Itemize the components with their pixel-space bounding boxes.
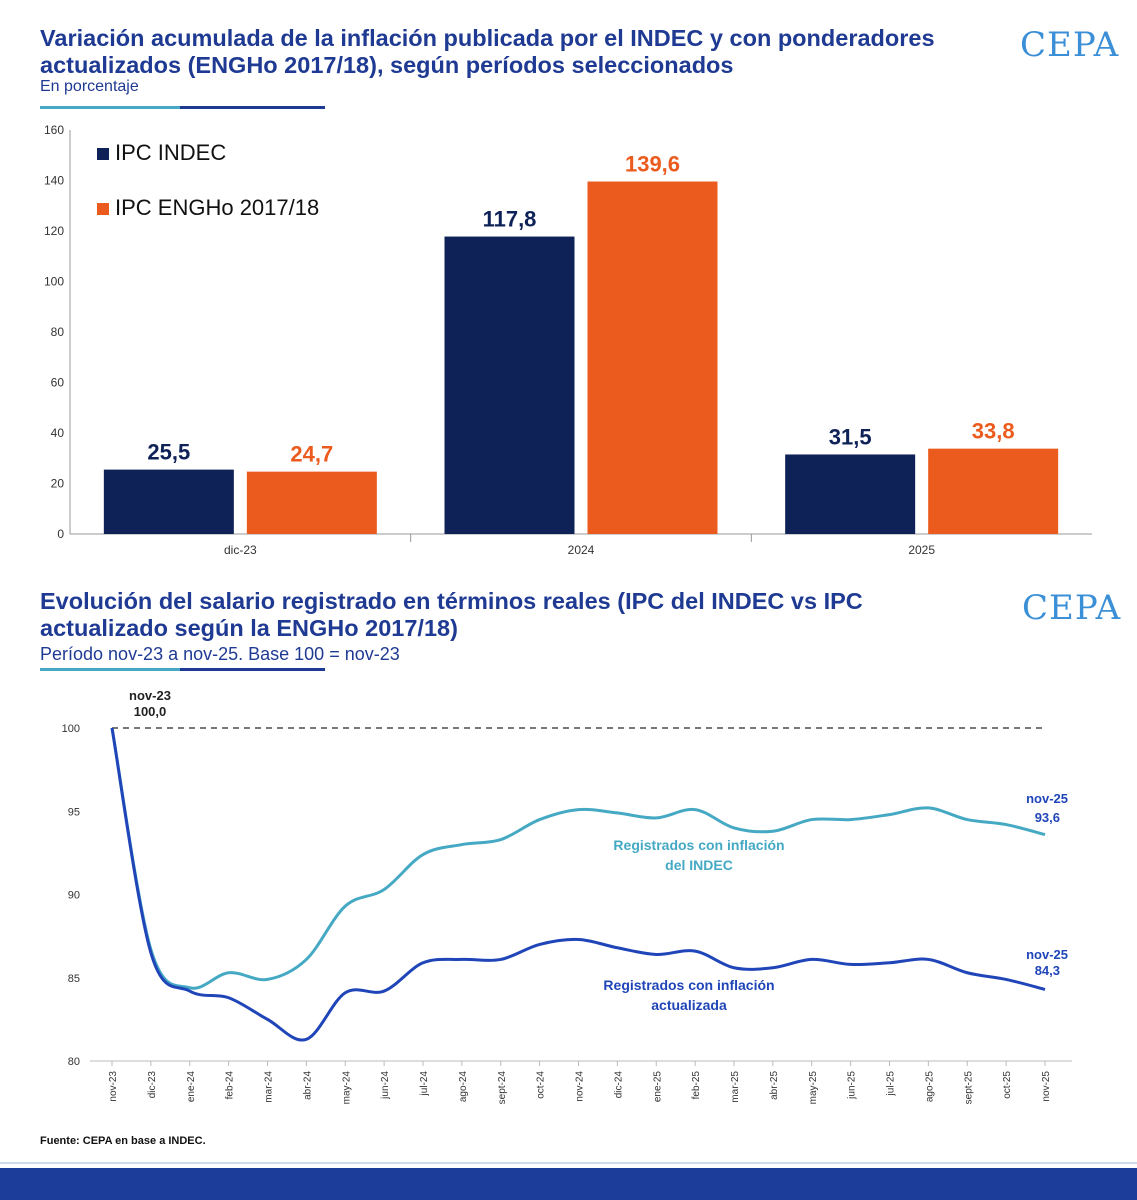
- chart-1-subtitle: En porcentaje: [40, 78, 139, 95]
- bar-ipc-engho: [928, 448, 1059, 534]
- bar-value-label: 117,8: [483, 207, 537, 232]
- y-tick-label: 80: [68, 1056, 80, 1068]
- x-tick-label: sept-24: [497, 1071, 508, 1105]
- y-tick-label: 90: [68, 890, 80, 902]
- chart-2-title: Evolución del salario registrado en térm…: [40, 588, 863, 641]
- legend-label: IPC ENGHo 2017/18: [115, 195, 319, 220]
- bar-value-label: 33,8: [972, 419, 1015, 444]
- bar-ipc-indec: [785, 454, 916, 534]
- x-tick-label: nov-23: [108, 1071, 119, 1102]
- x-tick-label: mar-24: [264, 1071, 275, 1103]
- x-tick-label: oct-24: [536, 1071, 547, 1099]
- annotation-start-period: nov-23: [129, 688, 171, 703]
- legend-swatch: [97, 148, 109, 160]
- annotation-end-actualizada-period: nov-25: [1026, 947, 1068, 962]
- bar-ipc-indec: [444, 236, 575, 534]
- bar-ipc-engho: [587, 181, 718, 534]
- y-tick-label: 20: [51, 477, 65, 491]
- x-tick-label: 2024: [568, 543, 595, 557]
- x-tick-label: jul-25: [886, 1071, 897, 1097]
- annotation-end-actualizada-value: 84,3: [1035, 963, 1060, 978]
- x-tick-label: may-24: [341, 1071, 352, 1105]
- y-tick-label: 120: [44, 224, 64, 238]
- y-tick-label: 60: [51, 376, 65, 390]
- x-tick-label: may-25: [808, 1071, 819, 1105]
- x-tick-label: feb-25: [691, 1071, 702, 1100]
- annotation-start-value: 100,0: [134, 704, 167, 719]
- x-tick-label: jun-24: [380, 1071, 391, 1100]
- title-rule-dark: [180, 106, 325, 109]
- title-rule-light-2: [40, 668, 180, 671]
- x-tick-label: oct-25: [1002, 1071, 1013, 1099]
- line-ipc-indec: [110, 727, 1046, 990]
- cepa-logo: CEPA: [1020, 25, 1120, 65]
- y-tick-label: 0: [57, 527, 64, 541]
- x-tick-label: jun-25: [847, 1071, 858, 1100]
- line-chart: 80 85 90 95 100 nov-23 dic-23 ene-24 feb-24 mar-2…: [62, 688, 1072, 1105]
- x-tick-label: feb-24: [225, 1071, 236, 1100]
- source-note: Fuente: CEPA en base a INDEC.: [40, 1135, 206, 1147]
- chart-2-subtitle: Período nov-23 a nov-25. Base 100 = nov-…: [40, 644, 400, 664]
- y-tick-label: 85: [68, 973, 80, 985]
- series-label-actualizada: Registrados con inflación: [603, 977, 774, 993]
- x-tick-label: jul-24: [419, 1071, 430, 1097]
- cepa-logo-2: CEPA: [1022, 588, 1122, 628]
- bar-ipc-indec: [103, 469, 234, 534]
- x-tick-label: ago-24: [458, 1071, 469, 1103]
- x-tick-label: ene-24: [186, 1071, 197, 1103]
- title-rule-dark-2: [180, 668, 325, 671]
- x-tick-label: dic-23: [224, 543, 257, 557]
- annotation-end-indec-period: nov-25: [1026, 791, 1068, 806]
- x-tick-label: nov-24: [575, 1071, 586, 1102]
- y-tick-label: 40: [51, 426, 65, 440]
- x-tick-label: abr-25: [769, 1071, 780, 1100]
- y-tick-label: 100: [44, 275, 64, 289]
- legend-label: IPC INDEC: [115, 140, 226, 165]
- x-tick-label: abr-24: [302, 1071, 313, 1100]
- x-tick-label: dic-24: [613, 1071, 624, 1099]
- bar-chart: 0 20 40 60 80 100 120 140 160 dic-23 25,5 24,7 2024 1…: [44, 123, 1092, 557]
- series-label-indec: Registrados con inflación: [613, 837, 784, 853]
- bar-ipc-engho: [246, 471, 377, 534]
- x-tick-label: sept-25: [963, 1071, 974, 1105]
- chart-1-title: Variación acumulada de la inflación publ…: [40, 25, 935, 78]
- x-tick-label: ago-25: [924, 1071, 935, 1103]
- title-rule-light: [40, 106, 180, 109]
- bar-value-label: 139,6: [625, 152, 680, 177]
- x-tick-label: nov-25: [1041, 1071, 1052, 1102]
- x-tick-label: dic-23: [147, 1071, 158, 1099]
- annotation-end-indec-value: 93,6: [1035, 810, 1060, 825]
- y-tick-label: 160: [44, 123, 64, 137]
- series-label-actualizada: actualizada: [651, 997, 727, 1013]
- y-tick-label: 140: [44, 174, 64, 188]
- x-tick-label: mar-25: [730, 1071, 741, 1103]
- footer-bar: [0, 1168, 1137, 1200]
- line-ipc-actualizada: [110, 727, 1046, 1042]
- series-label-indec: del INDEC: [665, 857, 733, 873]
- bar-value-label: 25,5: [147, 440, 190, 465]
- x-tick-label: 2025: [908, 543, 935, 557]
- y-tick-label: 100: [62, 723, 80, 735]
- bar-value-label: 24,7: [290, 442, 333, 467]
- footer-divider: [0, 1162, 1137, 1164]
- bar-value-label: 31,5: [829, 424, 872, 449]
- y-tick-label: 95: [68, 806, 80, 818]
- x-tick-label: ene-25: [652, 1071, 663, 1103]
- legend-swatch: [97, 203, 109, 215]
- y-tick-label: 80: [51, 325, 65, 339]
